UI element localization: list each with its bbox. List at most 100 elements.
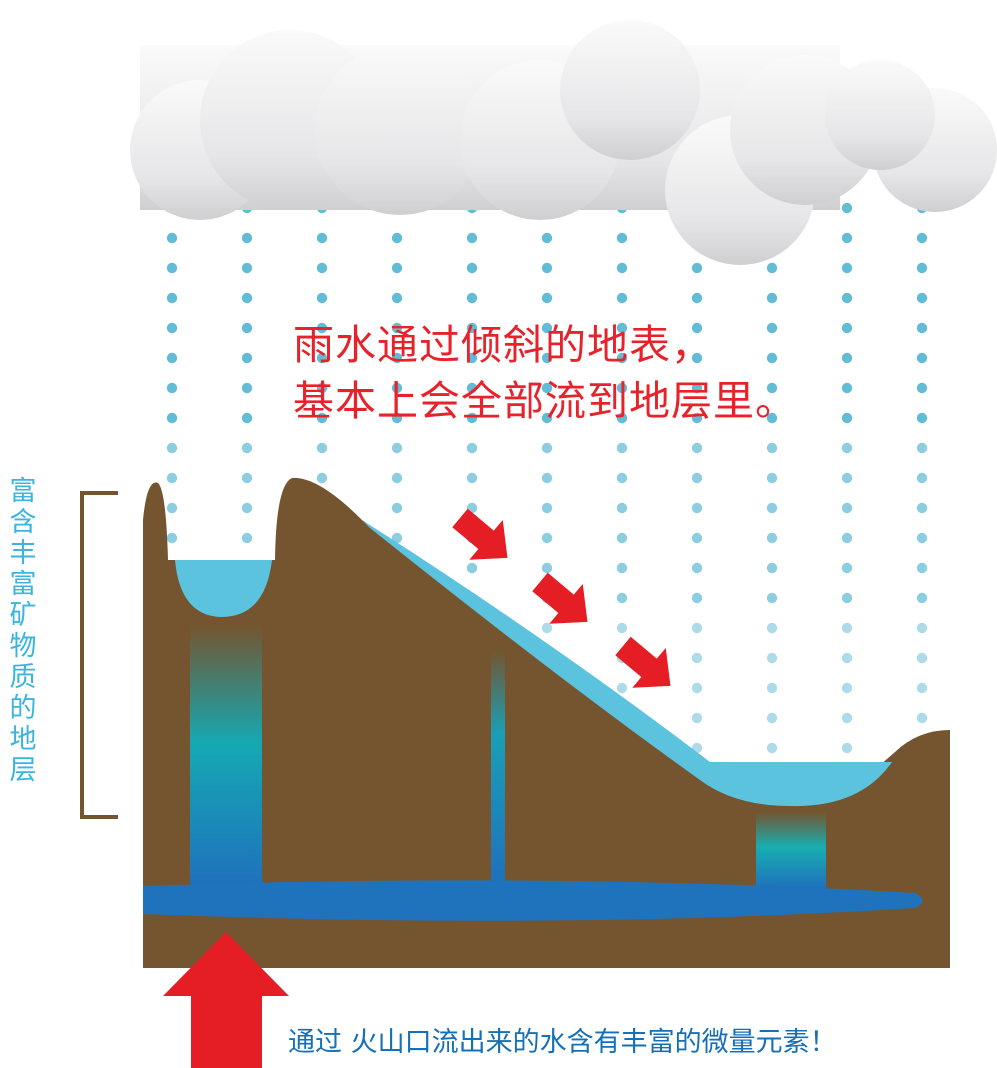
raindrop-icon	[616, 562, 628, 574]
raindrop-icon	[691, 532, 703, 544]
raindrop-icon	[766, 682, 778, 694]
raindrop-icon	[841, 442, 853, 454]
raindrop-icon	[466, 352, 478, 364]
raindrop-icon	[691, 652, 703, 664]
headline-line-1: 雨水通过倾斜的地表，	[293, 321, 713, 369]
thin-channel	[491, 650, 505, 890]
earth-strata	[143, 477, 950, 968]
raindrop-icon	[916, 652, 928, 664]
raindrop-icon	[541, 442, 553, 454]
raindrop-icon	[391, 322, 403, 334]
raindrop-icon	[916, 532, 928, 544]
raindrop-icon	[841, 232, 853, 244]
raindrop-icon	[616, 412, 628, 424]
raindrop-icon	[166, 502, 178, 514]
raindrop-icon	[766, 442, 778, 454]
raindrop-icon	[916, 442, 928, 454]
raindrop-icon	[916, 472, 928, 484]
raindrop-icon	[616, 352, 628, 364]
raindrop-icon	[166, 442, 178, 454]
raindrop-icon	[841, 562, 853, 574]
raindrop-icon	[766, 262, 778, 274]
raindrop-icon	[691, 352, 703, 364]
left-channel	[190, 625, 262, 890]
raindrop-icon	[541, 532, 553, 544]
raindrop-icon	[166, 472, 178, 484]
raindrop-icon	[691, 592, 703, 604]
raindrop-icon	[316, 412, 328, 424]
raindrop-icon	[616, 262, 628, 274]
raindrop-icon	[166, 382, 178, 394]
raindrop-icon	[691, 502, 703, 514]
raindrop-icon	[916, 382, 928, 394]
raindrop-icon	[766, 532, 778, 544]
raindrop-icon	[241, 412, 253, 424]
raindrop-icon	[466, 232, 478, 244]
raindrop-icon	[916, 682, 928, 694]
raindrop-icon	[316, 352, 328, 364]
raindrop-icon	[466, 322, 478, 334]
raindrop-icon	[691, 442, 703, 454]
right-channel	[756, 812, 826, 890]
raindrop-icon	[541, 232, 553, 244]
raindrop-icon	[166, 262, 178, 274]
raindrop-icon	[241, 532, 253, 544]
raindrop-icon	[466, 292, 478, 304]
raindrop-icon	[241, 232, 253, 244]
raindrop-icon	[916, 622, 928, 634]
raindrop-icon	[466, 412, 478, 424]
raindrop-icon	[766, 292, 778, 304]
raindrop-icon	[166, 322, 178, 334]
raindrop-icon	[916, 562, 928, 574]
raindrop-icon	[316, 232, 328, 244]
raindrop-icon	[841, 712, 853, 724]
raindrop-icon	[916, 412, 928, 424]
left-pond	[175, 560, 272, 618]
raindrop-icon	[916, 292, 928, 304]
raindrop-icon	[841, 742, 853, 754]
raindrop-icon	[241, 472, 253, 484]
raindrop-icon	[391, 262, 403, 274]
raindrop-icon	[916, 592, 928, 604]
raindrop-icon	[241, 352, 253, 364]
raindrop-icon	[766, 382, 778, 394]
raindrop-icon	[316, 322, 328, 334]
raindrop-icon	[691, 412, 703, 424]
raindrop-icon	[766, 352, 778, 364]
raindrop-icon	[466, 472, 478, 484]
raindrop-icon	[691, 712, 703, 724]
raindrop-icon	[616, 232, 628, 244]
raindrop-icon	[766, 592, 778, 604]
headline-line-2: 基本上会全部流到地层里。	[293, 377, 797, 425]
raindrop-icon	[316, 382, 328, 394]
raindrop-icon	[841, 682, 853, 694]
raindrop-icon	[916, 262, 928, 274]
raindrop-icon	[691, 262, 703, 274]
strata-label: 富含丰富矿物质的地层	[9, 476, 37, 786]
raindrop-icon	[691, 382, 703, 394]
raindrop-icon	[766, 742, 778, 754]
raindrop-icon	[841, 202, 853, 214]
raindrop-icon	[691, 682, 703, 694]
raindrop-icon	[691, 322, 703, 334]
raindrop-icon	[841, 652, 853, 664]
raindrop-icon	[316, 442, 328, 454]
raindrop-icon	[466, 442, 478, 454]
raindrop-icon	[391, 532, 403, 544]
raindrop-icon	[691, 292, 703, 304]
raindrop-icon	[841, 622, 853, 634]
raindrop-icon	[316, 472, 328, 484]
raindrop-icon	[391, 412, 403, 424]
raindrop-icon	[391, 442, 403, 454]
raindrop-icon	[466, 382, 478, 394]
raindrop-icon	[691, 622, 703, 634]
raindrop-icon	[241, 382, 253, 394]
raindrop-icon	[166, 412, 178, 424]
surface-runoff	[362, 520, 892, 807]
raindrop-icon	[616, 592, 628, 604]
raindrop-icon	[541, 352, 553, 364]
raindrop-icon	[766, 322, 778, 334]
raindrop-icon	[391, 502, 403, 514]
